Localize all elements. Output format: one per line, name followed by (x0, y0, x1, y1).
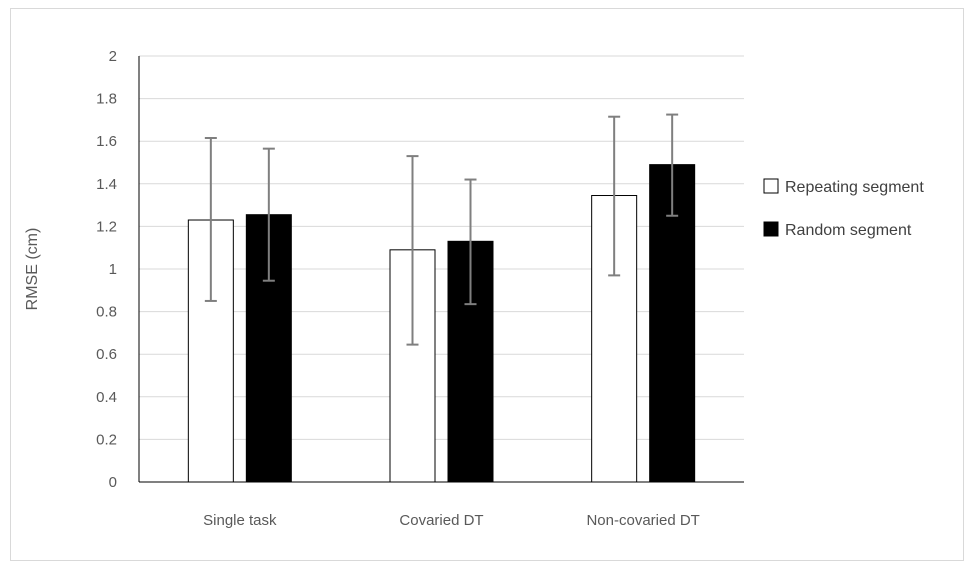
error-bar-0-1 (406, 155, 419, 346)
y-tick-label: 1.8 (96, 91, 117, 108)
axes (138, 56, 744, 483)
y-tick-label: 1.6 (96, 133, 117, 150)
legend-item-0: Repeating segment (763, 178, 924, 196)
x-category-label: Non-covaried DT (586, 512, 699, 529)
legend-swatch (763, 178, 779, 194)
error-bar-1-2 (666, 113, 679, 217)
y-axis-title: RMSE (cm) (24, 228, 41, 311)
error-bar-1-1 (464, 178, 477, 306)
error-bar-1-0 (262, 147, 275, 282)
bar-random-2 (649, 164, 696, 483)
y-tick-label: 0.2 (96, 431, 117, 448)
legend-label: Repeating segment (785, 179, 924, 196)
y-tick-label: 1 (109, 261, 117, 278)
y-tick-label: 2 (109, 48, 117, 65)
x-category-label: Single task (203, 512, 277, 529)
legend-swatch (763, 221, 779, 237)
legend: Repeating segment Random segment (763, 178, 924, 239)
y-tick-label: 0.4 (96, 389, 117, 406)
legend-item-1: Random segment (763, 221, 912, 239)
y-tick-label: 0.8 (96, 304, 117, 321)
error-bars (204, 113, 679, 346)
y-tick-label: 1.4 (96, 176, 117, 193)
legend-label: Random segment (785, 222, 912, 239)
category-labels: Single task Covaried DT Non-covaried DT (203, 512, 700, 529)
y-tick-labels: 0 0.2 0.4 0.6 0.8 1 1.2 1.4 1.6 1.8 2 (96, 48, 117, 491)
y-tick-label: 0 (109, 474, 117, 491)
bars (187, 164, 696, 483)
gridlines (139, 55, 744, 440)
error-bar-0-0 (204, 137, 217, 302)
x-category-label: Covaried DT (399, 512, 483, 529)
error-bar-0-2 (608, 115, 621, 277)
y-tick-label: 0.6 (96, 346, 117, 363)
y-tick-label: 1.2 (96, 218, 117, 235)
